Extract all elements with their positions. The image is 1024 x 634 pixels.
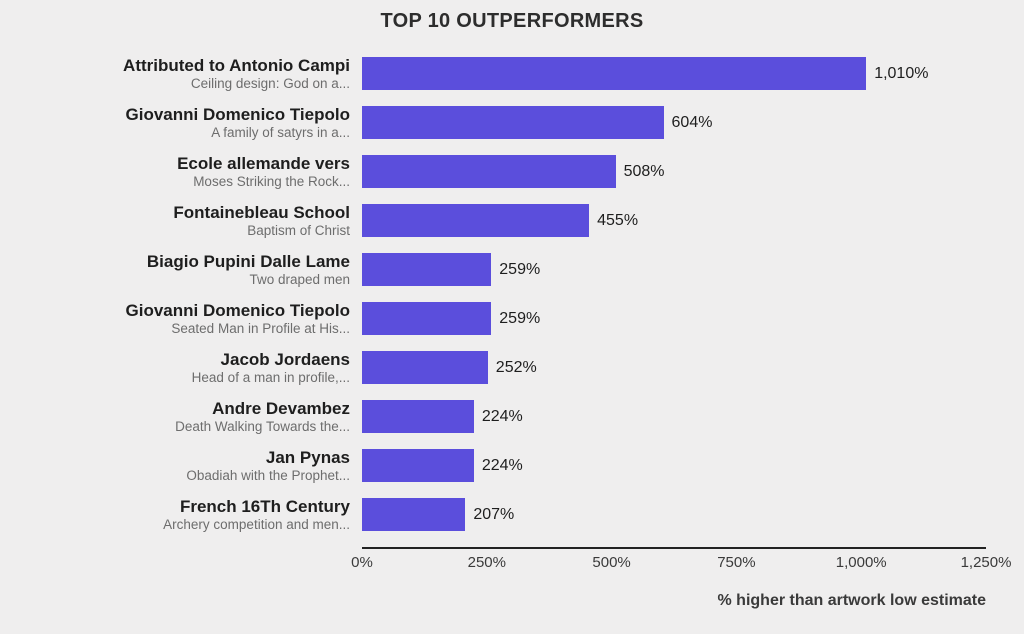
x-tick-label: 250% — [467, 554, 506, 571]
x-tick-label: 750% — [717, 554, 756, 571]
category-label: Giovanni Domenico Tiepolo Seated Man in P… — [0, 301, 362, 337]
value-label: 604% — [671, 113, 713, 131]
bar — [362, 155, 616, 188]
bar — [362, 106, 664, 139]
artwork-title: Archery competition and men... — [163, 516, 350, 532]
bar-track: 455% — [362, 204, 986, 237]
value-label: 224% — [481, 456, 523, 474]
value-label: 508% — [623, 162, 665, 180]
bar-track: 259% — [362, 253, 986, 286]
bar — [362, 253, 492, 286]
category-label: Biagio Pupini Dalle Lame Two draped men — [0, 252, 362, 288]
bar — [362, 400, 474, 433]
value-label: 224% — [481, 407, 523, 425]
artwork-title: Obadiah with the Prophet... — [186, 467, 350, 483]
artwork-title: Death Walking Towards the... — [175, 418, 350, 434]
bar-track: 207% — [362, 498, 986, 531]
bar-track: 252% — [362, 351, 986, 384]
bar — [362, 351, 488, 384]
bar-track: 224% — [362, 400, 986, 433]
artwork-title: Seated Man in Profile at His... — [171, 320, 350, 336]
artist-name: Fontainebleau School — [173, 202, 350, 222]
artist-name: Ecole allemande vers — [177, 153, 350, 173]
category-label: Attributed to Antonio Campi Ceiling desig… — [0, 56, 362, 92]
bar-track: 508% — [362, 155, 986, 188]
artwork-title: Head of a man in profile,... — [191, 369, 350, 385]
x-axis: 0% 250% 500% 750% 1,000% 1,250% % higher than… — [351, 547, 1011, 610]
x-axis-title: % higher than artwork low estimate — [717, 592, 987, 609]
bar — [362, 204, 590, 237]
x-tick-label: 1,250% — [960, 554, 1012, 571]
artwork-title: A family of satyrs in a... — [211, 124, 350, 140]
value-label: 252% — [495, 358, 537, 376]
bar-track: 259% — [362, 302, 986, 335]
chart-rows: Attributed to Antonio Campi Ceiling desig… — [0, 56, 986, 533]
artist-name: Giovanni Domenico Tiepolo — [125, 300, 351, 320]
artwork-title: Two draped men — [249, 271, 350, 287]
artist-name: Jan Pynas — [265, 447, 350, 467]
chart-row: Giovanni Domenico Tiepolo A family of sat… — [0, 105, 986, 141]
artist-name: Attributed to Antonio Campi — [123, 55, 350, 75]
x-axis-line — [362, 547, 986, 549]
artwork-title: Ceiling design: God on a... — [190, 75, 350, 91]
bar — [362, 57, 867, 90]
chart-row: Biagio Pupini Dalle Lame Two draped men 25… — [0, 252, 986, 288]
bar — [362, 498, 466, 531]
chart-row: Fontainebleau School Baptism of Christ 455… — [0, 203, 986, 239]
category-label: Giovanni Domenico Tiepolo A family of sat… — [0, 105, 362, 141]
chart-row: Jan Pynas Obadiah with the Prophet... 224% — [0, 448, 986, 484]
chart-title: TOP 10 OUTPERFORMERS — [380, 10, 644, 32]
value-label: 1,010% — [874, 64, 929, 82]
artist-name: Andre Devambez — [212, 398, 350, 418]
artist-name: Jacob Jordaens — [220, 349, 350, 369]
x-axis-ticks: 0% 250% 500% 750% 1,000% 1,250% — [351, 554, 1011, 576]
category-label: Jacob Jordaens Head of a man in profile,.… — [0, 350, 362, 386]
bar-track: 604% — [362, 106, 986, 139]
bar — [362, 302, 492, 335]
chart-row: Giovanni Domenico Tiepolo Seated Man in P… — [0, 301, 986, 337]
category-label: Andre Devambez Death Walking Towards the.… — [0, 399, 362, 435]
x-tick-label: 500% — [592, 554, 631, 571]
value-label: 259% — [499, 260, 541, 278]
bar-track: 1,010% — [362, 57, 986, 90]
chart-row: French 16Th Century Archery competition a… — [0, 497, 986, 533]
value-label: 259% — [499, 309, 541, 327]
value-label: 455% — [597, 211, 639, 229]
chart-body: Attributed to Antonio Campi Ceiling desig… — [0, 56, 1024, 533]
chart-row: Jacob Jordaens Head of a man in profile,.… — [0, 350, 986, 386]
value-label: 207% — [473, 505, 515, 523]
x-tick-label: 1,000% — [835, 554, 887, 571]
artwork-title: Moses Striking the Rock... — [193, 173, 350, 189]
artist-name: Giovanni Domenico Tiepolo — [125, 104, 351, 124]
bar — [362, 449, 474, 482]
artist-name: French 16Th Century — [179, 496, 350, 516]
category-label: Jan Pynas Obadiah with the Prophet... — [0, 448, 362, 484]
x-tick-label: 0% — [351, 554, 373, 571]
chart-row: Andre Devambez Death Walking Towards the.… — [0, 399, 986, 435]
category-label: French 16Th Century Archery competition a… — [0, 497, 362, 533]
artist-name: Biagio Pupini Dalle Lame — [146, 251, 350, 271]
chart-row: Attributed to Antonio Campi Ceiling desig… — [0, 56, 986, 92]
bar-track: 224% — [362, 449, 986, 482]
bar-chart: TOP 10 OUTPERFORMERS Attributed to Anton… — [0, 10, 1024, 610]
category-label: Fontainebleau School Baptism of Christ — [0, 203, 362, 239]
artwork-title: Baptism of Christ — [247, 222, 350, 238]
category-label: Ecole allemande vers Moses Striking the R… — [0, 154, 362, 190]
chart-row: Ecole allemande vers Moses Striking the R… — [0, 154, 986, 190]
